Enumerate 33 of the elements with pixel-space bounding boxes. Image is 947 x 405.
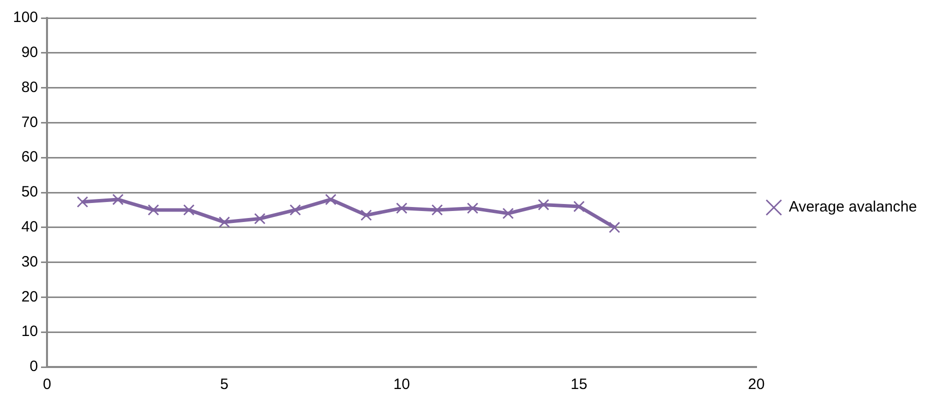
y-tick-label: 10 [21,323,38,340]
x-tick-label: 10 [393,376,410,394]
y-tick-label: 60 [21,148,38,166]
point [573,200,585,212]
legend-label: Average avalanche [788,198,918,216]
point [218,216,230,228]
y-tick-label: 40 [21,218,38,236]
point [431,204,443,216]
point [325,194,336,206]
y-tick-label: 80 [21,78,38,96]
point [360,209,372,221]
point [76,196,88,208]
x-tick-label: 15 [570,376,588,394]
y-tick-label: 0 [30,358,38,376]
y-tick-label: 50 [21,184,38,201]
point [254,212,266,224]
y-tick-label: 30 [21,253,38,270]
point [183,204,195,216]
point [112,194,124,206]
point [608,222,620,234]
x-tick-label: 5 [220,376,229,394]
y-tick-label: 100 [12,9,38,26]
y-tick-label: 70 [21,114,38,131]
point [148,204,160,216]
point [538,199,550,210]
y-tick-label: 20 [21,288,38,306]
point [290,204,301,216]
point [466,202,478,214]
x-tick-label: 20 [748,376,765,394]
point [396,202,408,214]
x-tick-label: 0 [42,376,52,394]
y-tick-label: 90 [21,44,38,62]
point [502,208,514,220]
